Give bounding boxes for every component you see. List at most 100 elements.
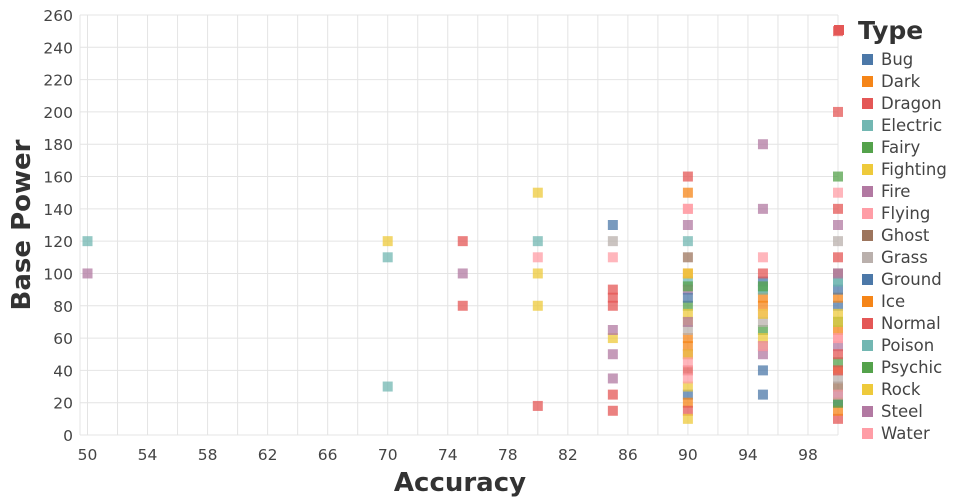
y-tick-label: 160 bbox=[43, 169, 73, 187]
data-point-electric bbox=[382, 381, 393, 392]
legend-label-fire: Fire bbox=[881, 182, 910, 201]
y-tick-label: 180 bbox=[43, 136, 73, 154]
data-point-water bbox=[757, 341, 768, 352]
data-point-psychic bbox=[833, 397, 843, 408]
data-points bbox=[82, 26, 843, 424]
legend-title: Type bbox=[858, 16, 923, 45]
data-point-normal bbox=[607, 292, 618, 303]
data-point-dragon bbox=[682, 365, 693, 376]
x-tick-label: 98 bbox=[798, 446, 818, 464]
legend-label-ice: Ice bbox=[881, 292, 905, 311]
data-point-normal bbox=[757, 268, 768, 279]
data-point-water bbox=[682, 373, 693, 384]
data-point-dragon bbox=[833, 106, 843, 117]
legend-swatch-dragon bbox=[862, 98, 873, 109]
x-tick-label: 58 bbox=[198, 446, 218, 464]
x-tick-label: 94 bbox=[738, 446, 758, 464]
data-point-water bbox=[682, 357, 693, 368]
legend-label-rock: Rock bbox=[881, 380, 921, 399]
y-tick-label: 140 bbox=[43, 201, 73, 219]
data-point-psychic bbox=[682, 281, 693, 292]
data-point-ground bbox=[607, 220, 618, 230]
legend-label-dragon: Dragon bbox=[881, 94, 942, 113]
legend-label-fighting: Fighting bbox=[881, 160, 947, 179]
data-point-electric bbox=[82, 236, 93, 247]
data-point-fighting bbox=[682, 381, 693, 392]
data-point-fighting bbox=[382, 236, 393, 247]
data-point-grass bbox=[757, 316, 768, 327]
data-point-steel bbox=[607, 349, 618, 360]
data-point-normal bbox=[607, 389, 618, 400]
x-tick-label: 62 bbox=[258, 446, 278, 464]
legend-label-steel: Steel bbox=[881, 402, 923, 421]
legend-swatch-fire bbox=[862, 186, 873, 197]
data-point-grass bbox=[682, 325, 693, 335]
data-point-fairy bbox=[833, 171, 843, 182]
legend-label-flying: Flying bbox=[881, 204, 930, 223]
data-point-dark bbox=[757, 300, 768, 311]
legend-swatch-dark bbox=[862, 76, 873, 87]
legend-label-water: Water bbox=[881, 424, 930, 443]
legend-swatch-ghost bbox=[862, 230, 873, 241]
data-point-ghost bbox=[682, 252, 693, 263]
legend-label-ground: Ground bbox=[881, 270, 942, 289]
legend-label-normal: Normal bbox=[881, 314, 941, 333]
data-point-grass bbox=[833, 373, 843, 384]
legend-swatch-poison bbox=[862, 340, 873, 351]
data-point-bug bbox=[682, 389, 693, 400]
legend-label-psychic: Psychic bbox=[881, 358, 942, 377]
data-point-rock bbox=[682, 268, 693, 279]
legend-title-marker bbox=[834, 25, 844, 35]
x-tick-label: 74 bbox=[438, 446, 458, 464]
legend-swatch-fairy bbox=[862, 142, 873, 153]
legend-label-electric: Electric bbox=[881, 116, 942, 135]
data-point-poison bbox=[682, 236, 693, 247]
data-point-ground bbox=[682, 292, 693, 303]
data-point-fighting bbox=[757, 333, 768, 344]
data-point-fighting bbox=[833, 308, 843, 319]
data-point-rock bbox=[682, 308, 693, 319]
grid bbox=[79, 14, 839, 436]
data-point-normal bbox=[607, 284, 618, 295]
data-point-fighting bbox=[532, 268, 543, 279]
data-point-electric bbox=[532, 236, 543, 247]
x-tick-label: 78 bbox=[498, 446, 518, 464]
y-tick-label: 200 bbox=[43, 104, 73, 122]
x-tick-label: 82 bbox=[558, 446, 578, 464]
data-point-steel bbox=[607, 373, 618, 384]
legend-swatch-rock bbox=[862, 384, 873, 395]
legend-swatch-ground bbox=[862, 274, 873, 285]
legend-label-poison: Poison bbox=[881, 336, 934, 355]
x-tick-label: 66 bbox=[318, 446, 338, 464]
x-tick-label: 70 bbox=[378, 446, 398, 464]
y-tick-label: 40 bbox=[53, 362, 73, 380]
data-point-normal bbox=[833, 252, 843, 263]
y-tick-label: 120 bbox=[43, 233, 73, 251]
data-point-steel bbox=[833, 268, 843, 279]
data-point-normal bbox=[833, 365, 843, 376]
data-point-water bbox=[682, 203, 693, 214]
legend-swatch-ice bbox=[862, 296, 873, 307]
y-tick-label: 0 bbox=[63, 427, 73, 445]
data-point-rock bbox=[532, 300, 543, 311]
data-point-poison bbox=[833, 276, 843, 287]
data-point-fighting bbox=[607, 333, 618, 344]
data-point-flying bbox=[532, 252, 543, 263]
data-point-ice bbox=[757, 292, 768, 303]
legend-swatch-psychic bbox=[862, 362, 873, 373]
data-point-electric bbox=[382, 252, 393, 263]
data-point-grass bbox=[607, 236, 618, 247]
data-point-normal bbox=[833, 203, 843, 214]
legend-label-fairy: Fairy bbox=[881, 138, 920, 157]
data-point-steel bbox=[682, 316, 693, 327]
x-axis-ticks: 50 54 58 62 66 70 74 78 82 86 90 94 98 bbox=[78, 446, 818, 464]
data-point-fire bbox=[607, 325, 618, 335]
data-point-dragon bbox=[833, 413, 843, 424]
x-tick-label: 50 bbox=[78, 446, 98, 464]
legend-label-dark: Dark bbox=[881, 72, 921, 91]
data-point-dragon bbox=[532, 400, 543, 411]
y-tick-label: 80 bbox=[53, 298, 73, 316]
data-point-dark bbox=[682, 187, 693, 198]
y-tick-label: 240 bbox=[43, 39, 73, 57]
